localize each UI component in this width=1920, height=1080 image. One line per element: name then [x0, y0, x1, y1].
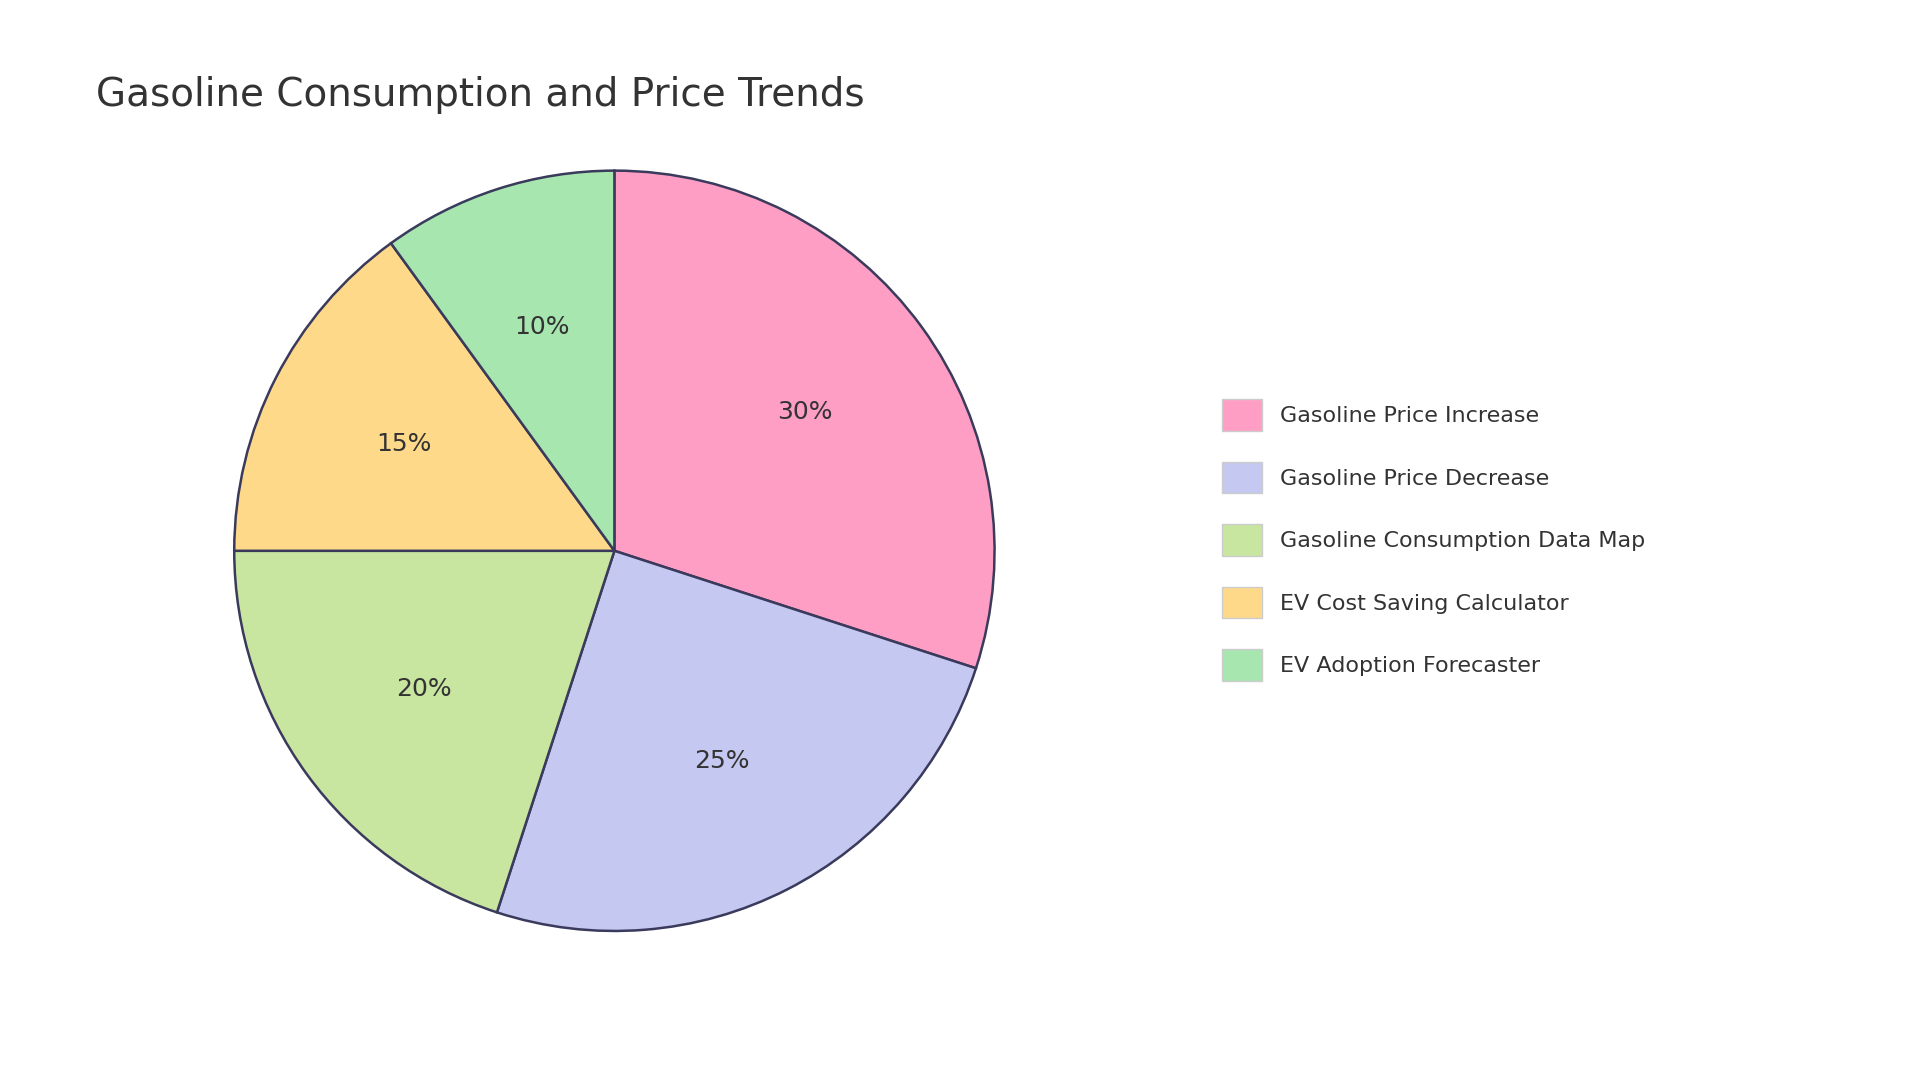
Text: 15%: 15%: [376, 432, 432, 456]
Wedge shape: [392, 171, 614, 551]
Text: 10%: 10%: [515, 314, 570, 339]
Wedge shape: [234, 551, 614, 913]
Text: 20%: 20%: [396, 677, 451, 701]
Text: 30%: 30%: [778, 401, 833, 424]
Text: 25%: 25%: [693, 748, 749, 773]
Legend: Gasoline Price Increase, Gasoline Price Decrease, Gasoline Consumption Data Map,: Gasoline Price Increase, Gasoline Price …: [1200, 377, 1667, 703]
Wedge shape: [497, 551, 975, 931]
Wedge shape: [234, 243, 614, 551]
Wedge shape: [614, 171, 995, 669]
Text: Gasoline Consumption and Price Trends: Gasoline Consumption and Price Trends: [96, 76, 864, 113]
